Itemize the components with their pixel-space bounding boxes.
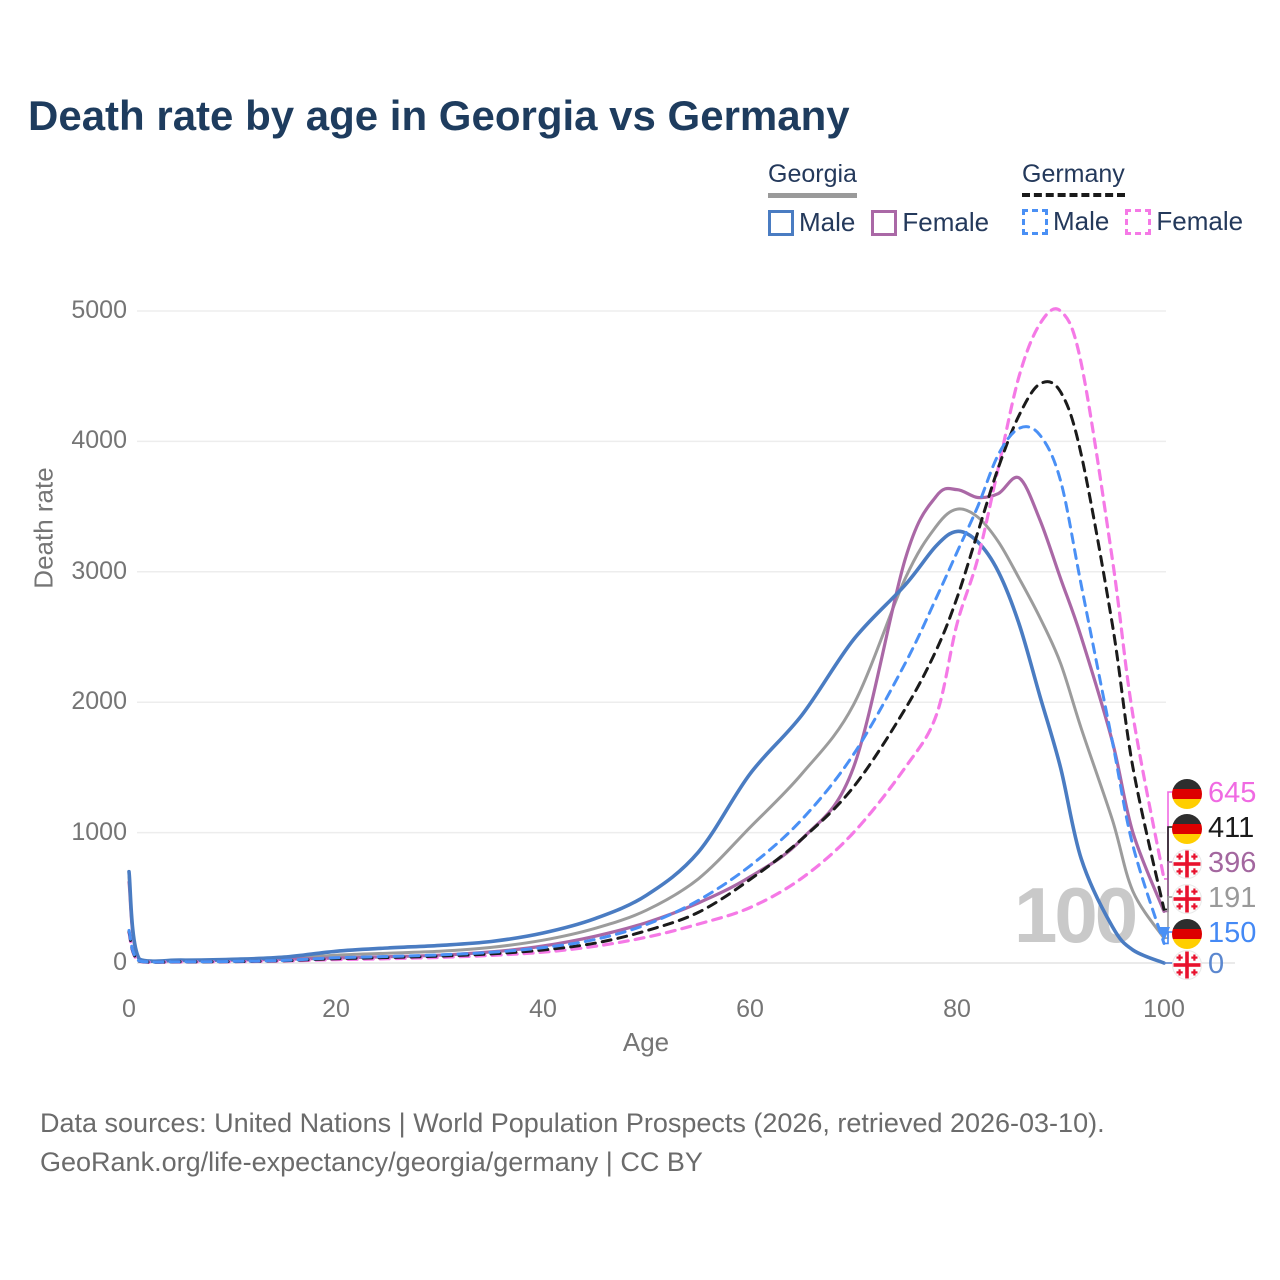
legend-group-germany: Germany Male Female <box>1022 160 1259 237</box>
x-tick-label-60: 60 <box>736 995 764 1023</box>
x-axis-title: Age <box>622 1027 670 1057</box>
legend-item-germany-female[interactable]: Female <box>1125 206 1243 237</box>
y-tick-label-3000: 3000 <box>71 556 127 585</box>
source-text-line1: Data sources: United Nations | World Pop… <box>40 1108 1105 1138</box>
georgia-flag-icon <box>1172 883 1202 914</box>
end-value-label: 191 <box>1208 882 1257 914</box>
legend-label-germany-female: Female <box>1156 206 1244 236</box>
end-label-row-georgia-both-sexes: 191 <box>1172 882 1256 915</box>
y-tick-label-0: 0 <box>113 948 127 976</box>
georgia-flag-icon <box>1172 848 1202 879</box>
legend-item-georgia-male[interactable]: Male <box>768 207 855 238</box>
legend-label-georgia-female: Female <box>902 207 990 237</box>
y-axis-title: Death rate <box>28 467 59 589</box>
end-label-row-georgia-male: 0 <box>1172 948 1224 981</box>
x-tick-label-0: 0 <box>122 995 136 1023</box>
germany-flag-icon <box>1172 778 1202 809</box>
legend-label-georgia-male: Male <box>799 207 856 237</box>
x-tick-label-80: 80 <box>943 995 971 1023</box>
legend-group-georgia: Georgia Male Female <box>768 160 1005 238</box>
y-tick-label-2000: 2000 <box>71 687 127 716</box>
series-line-germany-total[interactable] <box>127 380 1166 964</box>
end-label-row-germany-both-sexes: 411 <box>1172 812 1254 845</box>
germany-flag-icon <box>1172 918 1202 949</box>
y-tick-label-5000: 5000 <box>71 296 127 324</box>
y-tick-label-1000: 1000 <box>71 817 127 846</box>
end-value-label: 645 <box>1208 777 1257 809</box>
georgia-female-swatch-icon <box>871 209 898 236</box>
source-text-line2: GeoRank.org/life-expectancy/georgia/germ… <box>40 1147 703 1177</box>
end-value-label: 0 <box>1208 948 1225 980</box>
x-tick-label-20: 20 <box>322 995 350 1023</box>
legend-item-germany-male[interactable]: Male <box>1022 206 1109 237</box>
series-line-georgia-total[interactable] <box>127 507 1166 963</box>
x-tick-label-40: 40 <box>529 995 557 1023</box>
legend-country-georgia: Georgia <box>768 160 857 198</box>
leader-line-396 <box>1164 861 1174 913</box>
x-tick-label-100: 100 <box>1143 995 1185 1023</box>
leader-line-191 <box>1164 896 1174 939</box>
georgia-male-swatch-icon <box>768 209 794 236</box>
germany-male-line-end-arrow-icon <box>1158 927 1170 941</box>
germany-female-swatch-icon <box>1125 208 1152 235</box>
germany-flag-icon <box>1172 813 1202 844</box>
legend-label-germany-male: Male <box>1053 206 1110 236</box>
series-line-germany-female[interactable] <box>127 307 1166 964</box>
end-label-row-germany-female: 645 <box>1172 777 1256 810</box>
end-value-label: 396 <box>1208 847 1257 879</box>
end-label-row-georgia-female: 396 <box>1172 847 1256 880</box>
series-line-georgia-female[interactable] <box>127 475 1166 964</box>
end-value-label: 150 <box>1208 917 1257 949</box>
end-label-row-germany-male: 150 <box>1172 917 1256 950</box>
series-line-georgia-male[interactable] <box>127 529 1166 965</box>
leader-line-150 <box>1164 931 1174 945</box>
hover-highlight-age-value: 100 <box>1014 871 1138 959</box>
chart-title: Death rate by age in Georgia vs Germany <box>28 92 850 139</box>
y-tick-label-4000: 4000 <box>71 426 127 455</box>
end-value-label: 411 <box>1208 812 1255 844</box>
germany-male-swatch-icon <box>1022 208 1048 235</box>
series-line-germany-male[interactable] <box>127 425 1166 964</box>
legend-country-germany: Germany <box>1022 160 1125 197</box>
georgia-flag-icon <box>1172 949 1202 980</box>
legend-item-georgia-female[interactable]: Female <box>871 207 989 238</box>
